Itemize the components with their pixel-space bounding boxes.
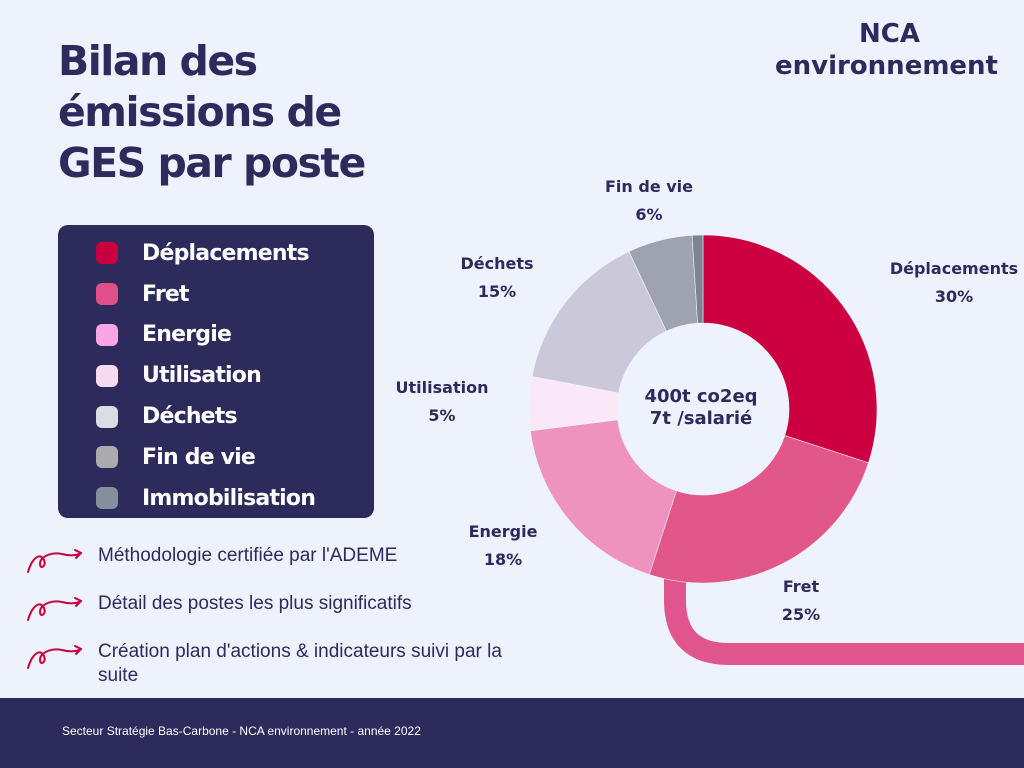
- legend-swatch: [96, 487, 118, 510]
- page-title: Bilan des émissions de GES par poste: [58, 37, 366, 187]
- slice-value-label: 30%: [935, 287, 973, 306]
- legend-label: Déchets: [142, 404, 238, 430]
- legend-item-fret: Fret: [96, 274, 374, 315]
- legend-label: Utilisation: [142, 363, 262, 389]
- legend-item-deplacements: Déplacements: [96, 233, 374, 274]
- footer: Secteur Stratégie Bas-Carbone - NCA envi…: [0, 698, 1024, 768]
- brand-logo: NCA environnement: [738, 18, 998, 82]
- legend-label: Fin de vie: [142, 444, 256, 470]
- chart-center-line2: 7t /salarié: [650, 408, 752, 429]
- brand-line1: NCA: [859, 19, 920, 49]
- slice-immobilisation: [691, 234, 704, 324]
- legend-swatch: [96, 242, 118, 265]
- legend-label: Déplacements: [142, 240, 310, 266]
- chart-center-line1: 400t co2eq: [644, 386, 757, 407]
- legend: Déplacements Fret Energie Utilisation Dé…: [58, 225, 374, 518]
- legend-label: Energie: [142, 322, 232, 348]
- slice-name-label: Déchets: [460, 254, 533, 273]
- legend-item-energie: Energie: [96, 315, 374, 356]
- chart-connector-ribbon: [664, 575, 1024, 665]
- legend-label: Fret: [142, 281, 190, 307]
- slice-name-label: Déplacements: [890, 259, 1018, 278]
- slice-deplacements: [702, 234, 878, 464]
- slice-name-label: Utilisation: [396, 378, 489, 397]
- slice-name-label: Energie: [469, 522, 538, 541]
- bullet-text: Détail des postes les plus significatifs: [98, 593, 412, 614]
- swirl-arrow-icon: [27, 645, 82, 669]
- legend-swatch: [96, 364, 118, 387]
- bullet-item: Méthodologie certifiée par l'ADEME: [26, 544, 506, 576]
- legend-swatch: [96, 323, 118, 346]
- bullet-item: Détail des postes les plus significatifs: [26, 592, 506, 624]
- bullet-list: Méthodologie certifiée par l'ADEME Détai…: [26, 544, 506, 704]
- slice-value-label: 6%: [635, 205, 662, 224]
- chart-slices: [528, 234, 878, 584]
- legend-item-utilisation: Utilisation: [96, 355, 374, 396]
- slice-value-label: 5%: [428, 406, 455, 425]
- slice-energie: [530, 419, 677, 575]
- legend-item-dechets: Déchets: [96, 396, 374, 437]
- swirl-arrow-icon: [27, 597, 82, 621]
- footer-text: Secteur Stratégie Bas-Carbone - NCA envi…: [62, 724, 421, 738]
- slice-fret: [648, 435, 869, 584]
- bullet-text: Méthodologie certifiée par l'ADEME: [98, 545, 398, 566]
- legend-item-immobilisation: Immobilisation: [96, 478, 374, 519]
- slice-name-label: Fin de vie: [605, 177, 693, 196]
- slice-value-label: 25%: [782, 605, 820, 624]
- brand-line2: environnement: [774, 51, 998, 81]
- slice-value-label: 18%: [484, 550, 522, 569]
- swirl-arrow-icon: [27, 549, 82, 573]
- legend-swatch: [96, 283, 118, 306]
- slice-name-label: Fret: [783, 577, 820, 596]
- chart-labels: Déplacements 30% Fret 25% Energie 18% Utilisat…: [396, 177, 1019, 624]
- slice-value-label: 15%: [478, 282, 516, 301]
- bullet-text: Création plan d'actions & indicateurs su…: [98, 641, 502, 686]
- legend-swatch: [96, 446, 118, 469]
- legend-label: Immobilisation: [142, 485, 316, 511]
- bullet-item: Création plan d'actions & indicateurs su…: [26, 640, 506, 688]
- legend-swatch: [96, 405, 118, 428]
- legend-item-fin-de-vie: Fin de vie: [96, 437, 374, 478]
